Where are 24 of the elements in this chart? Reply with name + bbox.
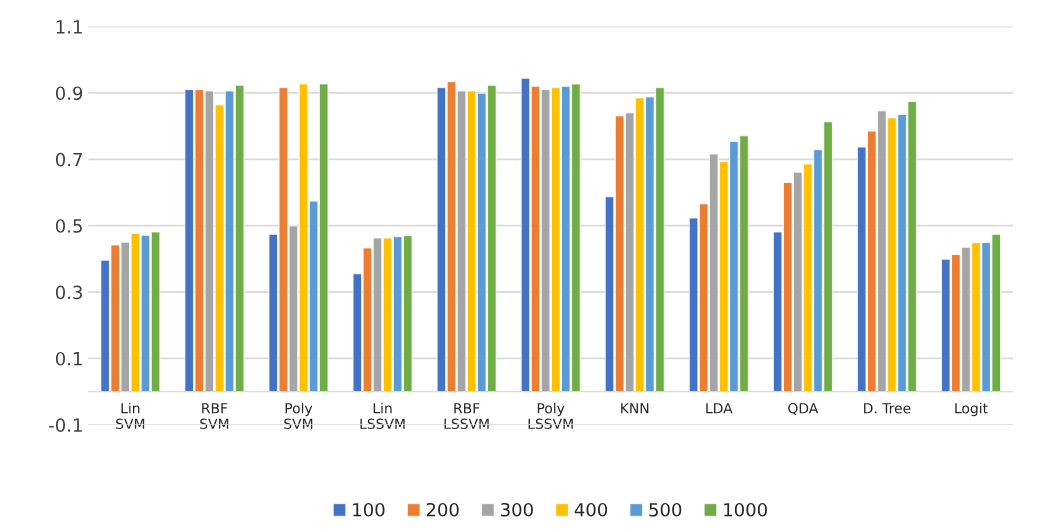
y-tick-label: -0.1 [49, 418, 82, 432]
y-tick-label: 0.7 [55, 152, 82, 167]
x-tick-label: Lin SVM [116, 402, 145, 430]
x-tick-label: Poly LSSVM [528, 402, 573, 430]
x-tick-label: RBF SVM [200, 403, 229, 430]
x-tick-label: Lin LSSVM [360, 402, 405, 430]
legend-label: 100 [353, 502, 385, 517]
y-tick-label: 0.9 [55, 86, 83, 101]
legend-label: 500 [649, 502, 682, 517]
x-tick-label: QDA [788, 402, 819, 416]
x-tick-label: LDA [706, 403, 733, 414]
y-tick-label: 0.1 [55, 351, 82, 366]
y-tick-label: 1.1 [56, 20, 82, 34]
legend-label: 1000 [724, 502, 767, 517]
y-tick-label: 0.3 [55, 285, 83, 300]
x-tick-label: Logit [955, 402, 988, 417]
x-tick-label: D. Tree [864, 403, 911, 414]
legend-label: 300 [501, 502, 533, 517]
x-tick-label: KNN [621, 403, 649, 414]
y-tick-label: 0.5 [55, 219, 82, 233]
x-tick-label: RBF LSSVM [444, 403, 489, 430]
x-tick-label: Poly SVM [284, 402, 313, 430]
legend-label: 200 [426, 502, 459, 517]
legend-label: 400 [574, 502, 608, 517]
